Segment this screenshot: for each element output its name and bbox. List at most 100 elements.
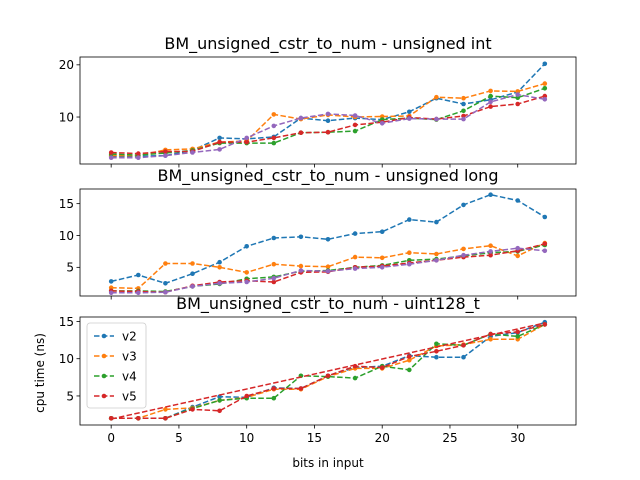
chart-unsigned-int: BM_unsigned_cstr_to_num - unsigned int 1… <box>59 34 577 168</box>
data-point <box>407 109 412 115</box>
data-point <box>190 284 195 289</box>
data-point <box>163 153 168 158</box>
data-point <box>271 386 277 391</box>
data-point <box>515 329 520 335</box>
data-point <box>488 337 493 342</box>
data-point <box>136 151 141 156</box>
data-point <box>271 395 277 401</box>
x-tick-label: 25 <box>442 431 457 445</box>
data-point <box>136 290 141 296</box>
data-point <box>325 118 331 123</box>
data-point <box>488 252 493 258</box>
y-tick-label: 20 <box>59 58 74 72</box>
x-tick-label: 15 <box>307 431 322 445</box>
data-point <box>217 147 222 152</box>
data-point <box>190 407 195 412</box>
data-point <box>407 250 412 255</box>
data-point <box>488 88 493 94</box>
legend-box <box>86 322 147 409</box>
data-point <box>379 265 385 270</box>
data-point <box>542 61 548 67</box>
data-point <box>542 241 548 247</box>
legend-marker <box>101 333 107 339</box>
data-point <box>163 281 168 286</box>
data-point <box>163 289 168 295</box>
data-point <box>407 354 412 359</box>
data-point <box>434 258 439 263</box>
data-point <box>461 252 466 258</box>
y-tick-label: 5 <box>66 389 74 403</box>
data-point <box>379 121 385 126</box>
legend-label: v2 <box>122 329 137 343</box>
x-tick-label: 5 <box>175 431 183 445</box>
data-point <box>379 255 385 261</box>
data-point <box>542 214 548 220</box>
data-point <box>515 92 520 97</box>
data-point <box>434 251 439 257</box>
data-point <box>108 279 114 284</box>
data-point <box>352 254 358 260</box>
data-point <box>542 248 548 254</box>
data-point <box>352 375 358 381</box>
data-point <box>271 261 277 267</box>
data-point <box>352 128 358 134</box>
data-point <box>325 111 331 117</box>
data-point <box>352 113 358 118</box>
chart-title: BM_unsigned_cstr_to_num - uint128_t <box>176 294 480 314</box>
data-point <box>325 129 331 135</box>
axes-frame <box>79 56 577 165</box>
data-point <box>461 202 466 208</box>
data-point <box>271 279 277 285</box>
data-point <box>407 367 412 373</box>
data-point <box>190 271 195 277</box>
legend-marker <box>101 353 107 359</box>
data-point <box>542 86 548 91</box>
data-point <box>434 219 439 225</box>
data-point <box>217 398 222 403</box>
legend-marker <box>101 373 107 379</box>
data-point <box>163 407 168 412</box>
x-tick-label: 10 <box>239 431 254 445</box>
y-tick-label: 10 <box>59 110 74 124</box>
data-point <box>515 89 520 94</box>
data-point <box>434 116 439 122</box>
data-point <box>271 275 277 281</box>
data-point <box>488 192 493 197</box>
data-point <box>217 408 222 414</box>
chart-uint128: BM_unsigned_cstr_to_num - uint128_t bits… <box>33 294 577 470</box>
data-point <box>163 261 168 266</box>
data-point <box>488 249 493 254</box>
data-point <box>244 244 249 249</box>
data-point <box>434 354 439 360</box>
data-point <box>163 416 168 421</box>
data-point <box>217 394 222 400</box>
data-point <box>461 101 466 107</box>
data-point <box>108 155 114 160</box>
data-point <box>136 416 141 421</box>
data-point <box>379 229 385 234</box>
data-point <box>298 263 304 269</box>
data-point <box>136 272 141 278</box>
data-point <box>461 108 466 114</box>
axes-frame <box>79 188 577 297</box>
data-point <box>271 235 277 241</box>
data-point <box>108 150 114 155</box>
data-point <box>461 246 466 252</box>
y-tick-label: 15 <box>59 197 74 211</box>
data-point <box>136 155 141 160</box>
y-tick-label: 10 <box>59 352 74 366</box>
data-point <box>434 349 439 354</box>
data-point <box>217 259 222 265</box>
data-point <box>407 116 412 121</box>
data-point <box>352 231 358 236</box>
data-point <box>488 99 493 105</box>
data-point <box>379 365 385 370</box>
data-point <box>515 334 520 339</box>
data-point <box>461 343 466 348</box>
data-point <box>352 266 358 271</box>
data-point <box>542 81 548 86</box>
data-point <box>217 265 222 270</box>
x-tick-label: 20 <box>375 431 390 445</box>
data-point <box>488 93 493 99</box>
data-point <box>461 354 466 360</box>
